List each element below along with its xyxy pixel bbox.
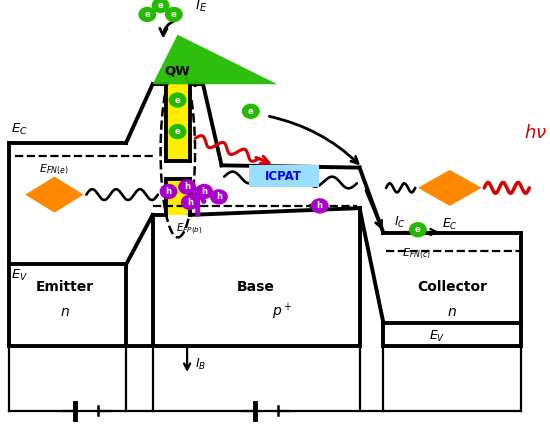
Text: e: e	[171, 10, 177, 19]
Circle shape	[152, 0, 169, 12]
Polygon shape	[25, 177, 84, 213]
Text: h: h	[216, 192, 222, 201]
Text: $h\nu$: $h\nu$	[524, 124, 547, 142]
Circle shape	[166, 7, 182, 21]
Text: $p^+$: $p^+$	[272, 302, 293, 322]
FancyBboxPatch shape	[249, 165, 319, 187]
Circle shape	[211, 190, 227, 204]
Text: Base: Base	[237, 281, 275, 295]
Polygon shape	[166, 84, 190, 161]
Text: QW: QW	[164, 65, 190, 77]
Text: $n$: $n$	[448, 305, 458, 319]
Circle shape	[311, 199, 328, 213]
Text: $E_{FN(c)}$: $E_{FN(c)}$	[402, 247, 431, 261]
Circle shape	[169, 93, 186, 107]
Circle shape	[169, 125, 186, 139]
Text: $I_E$: $I_E$	[195, 0, 207, 14]
Text: e: e	[175, 127, 180, 136]
Text: h: h	[184, 183, 190, 191]
Circle shape	[196, 184, 212, 198]
Circle shape	[182, 195, 198, 209]
Text: e: e	[145, 10, 150, 19]
Polygon shape	[418, 170, 482, 206]
Text: h: h	[166, 187, 172, 196]
Circle shape	[139, 7, 156, 21]
Text: Emitter: Emitter	[36, 281, 94, 295]
Text: $I_B$: $I_B$	[195, 357, 206, 372]
Circle shape	[179, 180, 195, 194]
Circle shape	[410, 223, 426, 237]
Text: Collector: Collector	[417, 281, 487, 295]
Text: ICPAT: ICPAT	[265, 170, 302, 183]
Circle shape	[243, 104, 259, 118]
Polygon shape	[166, 179, 190, 215]
Text: $E_V$: $E_V$	[11, 268, 28, 283]
Text: $E_{FN(e)}$: $E_{FN(e)}$	[39, 163, 68, 177]
Text: $I_C$: $I_C$	[394, 215, 406, 230]
Polygon shape	[152, 35, 277, 84]
Text: e: e	[415, 225, 421, 234]
Text: h: h	[201, 187, 207, 196]
Text: h: h	[187, 198, 192, 207]
Text: e: e	[248, 107, 254, 116]
Text: e: e	[158, 1, 163, 10]
Text: e: e	[175, 96, 180, 104]
Text: $E_V$: $E_V$	[428, 329, 445, 343]
Text: $n$: $n$	[60, 305, 70, 319]
Text: $E_C$: $E_C$	[442, 216, 458, 232]
Circle shape	[160, 184, 177, 198]
Text: $E_C$: $E_C$	[11, 122, 28, 137]
Text: h: h	[317, 201, 323, 210]
Text: $E_{FP(b)}$: $E_{FP(b)}$	[177, 222, 203, 237]
